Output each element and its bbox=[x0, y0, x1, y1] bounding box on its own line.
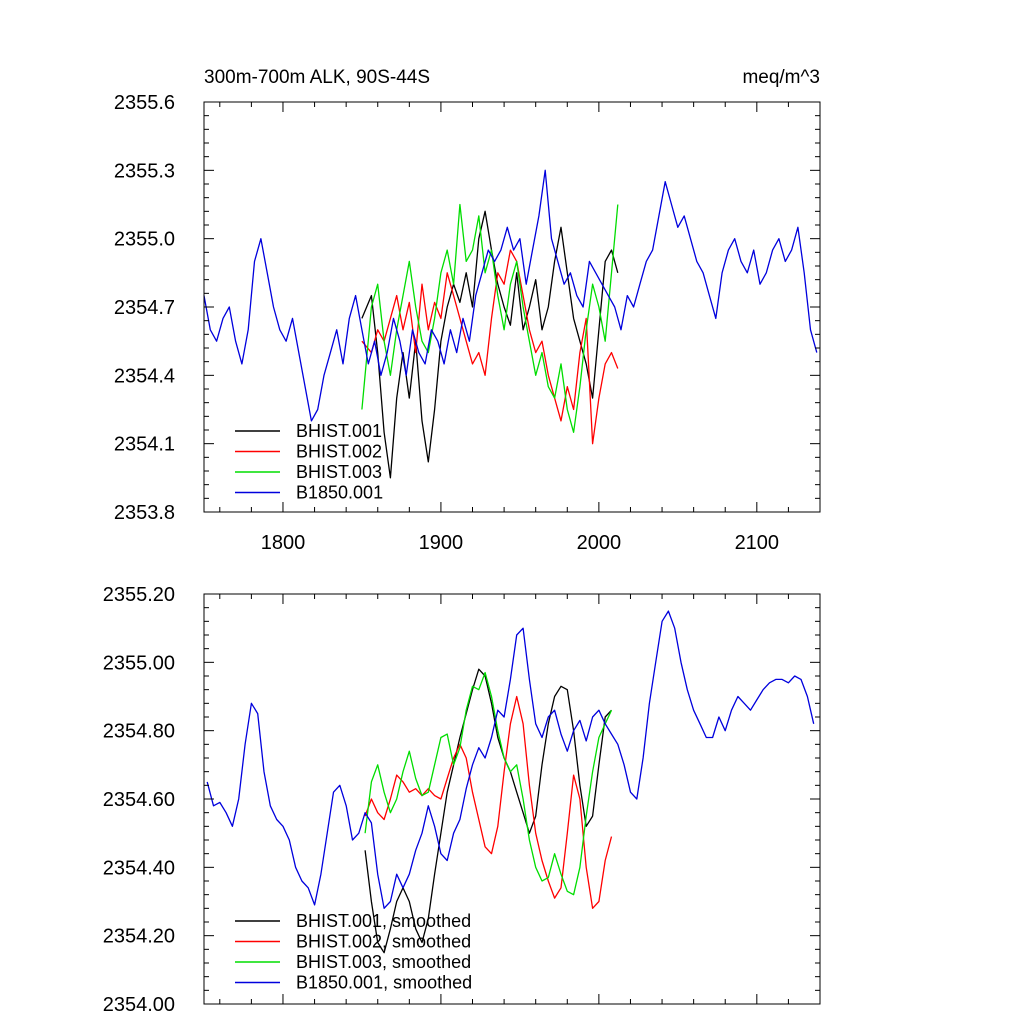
bottom-axis-ticks: 2354.00 2354.20 2354.40 2354.60 2354.80 2355.… bbox=[103, 584, 821, 1016]
units-label: meq/m^3 bbox=[742, 67, 820, 88]
top-x-tick-label: 2100 bbox=[735, 532, 780, 554]
bottom-legend-label-3: BHIST.003, smoothed bbox=[296, 952, 471, 972]
top-legend-label-3: BHIST.003 bbox=[296, 462, 382, 482]
bottom-y-tick-label: 2355.20 bbox=[103, 584, 175, 606]
bottom-series-line-2 bbox=[364, 695, 613, 909]
top-series-line-2 bbox=[361, 249, 619, 445]
bottom-panel: 2354.00 2354.20 2354.40 2354.60 2354.80 2355.… bbox=[103, 584, 821, 1016]
bottom-y-tick-label: 2354.60 bbox=[103, 789, 175, 811]
bottom-legend-label-4: B1850.001, smoothed bbox=[296, 973, 472, 993]
top-y-tick-label: 2355.3 bbox=[114, 160, 175, 182]
bottom-plot-frame bbox=[203, 593, 821, 1005]
top-series-line-4 bbox=[203, 169, 818, 422]
top-y-tick-label: 2354.4 bbox=[114, 365, 175, 387]
top-y-tick-label: 2355.6 bbox=[114, 92, 175, 114]
top-legend-label-2: BHIST.002 bbox=[296, 442, 382, 462]
bottom-y-tick-label: 2354.40 bbox=[103, 857, 175, 879]
top-y-tick-label: 2355.0 bbox=[114, 229, 175, 251]
top-x-tick-label: 2000 bbox=[577, 532, 622, 554]
top-panel: 300m-700m ALK, 90S-44S meq/m^3 1800 1900 2… bbox=[114, 67, 821, 554]
bottom-y-tick-label: 2354.00 bbox=[103, 994, 175, 1016]
top-legend-label-4: B1850.001 bbox=[296, 483, 383, 503]
bottom-series-lines bbox=[206, 610, 815, 954]
bottom-series-line-4 bbox=[206, 610, 815, 909]
bottom-legend-label-1: BHIST.001, smoothed bbox=[296, 911, 471, 931]
chart-title: 300m-700m ALK, 90S-44S bbox=[204, 67, 430, 88]
top-y-tick-label: 2353.8 bbox=[114, 502, 175, 524]
bottom-y-tick-label: 2354.20 bbox=[103, 926, 175, 948]
top-y-tick-label: 2354.1 bbox=[114, 434, 175, 456]
bottom-series-line-3 bbox=[364, 671, 613, 896]
top-x-tick-label: 1800 bbox=[261, 532, 306, 554]
bottom-series-line-1 bbox=[364, 668, 612, 954]
bottom-y-tick-label: 2354.80 bbox=[103, 721, 175, 743]
top-plot-frame bbox=[203, 101, 821, 513]
top-series-lines bbox=[203, 169, 818, 479]
top-x-tick-label: 1900 bbox=[419, 532, 464, 554]
top-axis-ticks: 1800 1900 2000 2100 2353.8 2354.1 2354.4 2354.7… bbox=[114, 92, 821, 554]
top-legend-label-1: BHIST.001 bbox=[296, 421, 382, 441]
bottom-legend-label-2: BHIST.002, smoothed bbox=[296, 932, 471, 952]
top-series-line-3 bbox=[361, 203, 619, 433]
bottom-y-tick-label: 2355.00 bbox=[103, 652, 175, 674]
top-y-tick-label: 2354.7 bbox=[114, 297, 175, 319]
